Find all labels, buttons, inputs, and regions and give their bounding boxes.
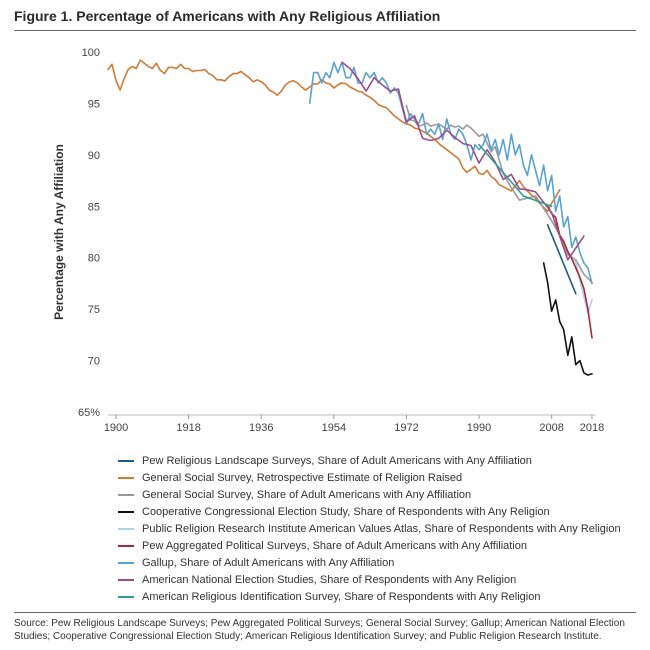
legend-item: General Social Survey, Retrospective Est… (118, 469, 638, 486)
legend-swatch (118, 544, 134, 547)
legend-label: Pew Religious Landscape Surveys, Share o… (142, 454, 532, 467)
legend-swatch (118, 561, 134, 564)
y-tick-label: 80 (88, 253, 100, 265)
series-line-8 (478, 143, 553, 208)
series-line-0 (546, 224, 577, 295)
y-tick-label: 100 (82, 47, 100, 59)
top-rule (14, 30, 636, 31)
x-tick-label: 1972 (394, 422, 418, 434)
series-line-3 (542, 262, 593, 376)
legend-label: Pew Aggregated Political Surveys, Share … (142, 539, 528, 552)
legend-swatch (118, 476, 134, 479)
legend-swatch (118, 527, 134, 530)
x-tick-label: 2008 (539, 422, 563, 434)
y-tick-label: 85 (88, 201, 100, 213)
x-tick-label: 2018 (580, 422, 604, 434)
bottom-rule (14, 612, 636, 613)
legend: Pew Religious Landscape Surveys, Share o… (118, 452, 638, 605)
source-note: Source: Pew Religious Landscape Surveys;… (14, 618, 625, 642)
series-line-2 (405, 104, 593, 284)
x-tick-label: 1990 (467, 422, 491, 434)
legend-label: General Social Survey, Share of Adult Am… (142, 488, 472, 501)
x-tick-label: 1936 (249, 422, 273, 434)
y-tick-label: 95 (88, 98, 100, 110)
series-line-5 (546, 205, 593, 339)
legend-item: Public Religion Research Institute Ameri… (118, 520, 638, 537)
legend-item: Cooperative Congressional Election Study… (118, 503, 638, 520)
legend-swatch (118, 595, 134, 598)
series-line-7 (341, 61, 585, 261)
legend-swatch (118, 459, 134, 462)
axis-ticks: 65% 70 75 80 85 90 95 100 1900 1918 1936 1954 1972 19… (78, 47, 604, 434)
y-tick-label: 65% (78, 407, 100, 419)
y-tick-label: 75 (88, 304, 100, 316)
legend-item: American Religious Identification Survey… (118, 588, 638, 605)
legend-item: Pew Religious Landscape Surveys, Share o… (118, 452, 638, 469)
x-tick-label: 1900 (104, 422, 128, 434)
figure-title: Figure 1. Percentage of Americans with A… (14, 8, 441, 24)
legend-item: Gallup, Share of Adult Americans with An… (118, 554, 638, 571)
line-chart: Percentage with Any Affiliation 65% 70 75 8… (52, 47, 604, 434)
series-line-1 (107, 59, 561, 213)
legend-label: American National Election Studies, Shar… (142, 573, 517, 586)
y-axis-label-group: Percentage with Any Affiliation (52, 144, 66, 320)
x-tick-label: 1954 (322, 422, 346, 434)
legend-item: General Social Survey, Share of Adult Am… (118, 486, 638, 503)
legend-swatch (118, 578, 134, 581)
legend-label: Gallup, Share of Adult Americans with An… (142, 556, 395, 569)
legend-item: Pew Aggregated Political Surveys, Share … (118, 537, 638, 554)
legend-label: Cooperative Congressional Election Study… (142, 505, 550, 518)
legend-swatch (118, 493, 134, 496)
legend-item: American National Election Studies, Shar… (118, 571, 638, 588)
legend-label: General Social Survey, Retrospective Est… (142, 471, 463, 484)
legend-label: Public Religion Research Institute Ameri… (142, 522, 621, 535)
x-tick-label: 1918 (176, 422, 200, 434)
series-line-6 (308, 61, 593, 285)
y-tick-label: 70 (88, 356, 100, 368)
legend-swatch (118, 510, 134, 513)
legend-label: American Religious Identification Survey… (142, 590, 541, 603)
series-lines (107, 59, 593, 376)
y-axis-label: Percentage with Any Affiliation (52, 144, 66, 320)
y-tick-label: 90 (88, 150, 100, 162)
